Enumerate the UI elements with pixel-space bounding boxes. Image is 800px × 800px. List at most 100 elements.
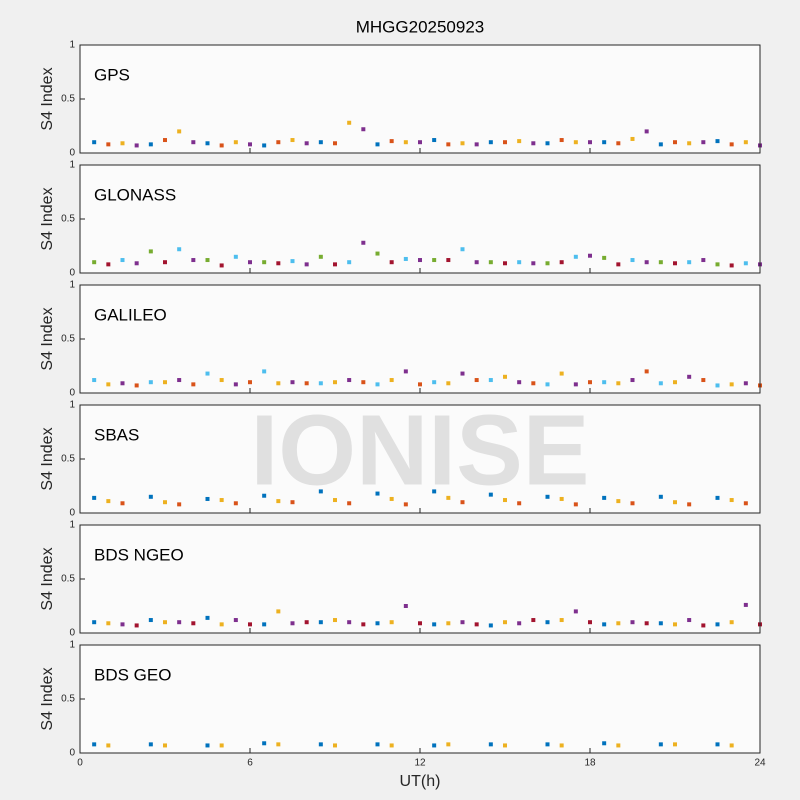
point <box>219 143 224 148</box>
point <box>163 260 167 265</box>
point <box>488 260 493 265</box>
point <box>163 138 167 143</box>
point <box>233 254 238 259</box>
point <box>658 381 663 386</box>
point <box>573 382 578 387</box>
point <box>106 621 111 626</box>
point <box>658 260 663 265</box>
point <box>573 140 578 145</box>
panel-label: GLONASS <box>94 185 176 204</box>
point <box>488 492 493 497</box>
point <box>276 381 281 386</box>
point <box>588 380 592 385</box>
y-tick-label: 1 <box>69 400 75 411</box>
plot-area <box>80 525 760 633</box>
point <box>531 381 536 386</box>
y-tick-label: 0 <box>69 508 75 519</box>
data-layer <box>92 120 762 148</box>
point <box>460 371 465 376</box>
point <box>375 382 380 387</box>
point <box>106 262 111 267</box>
point <box>177 620 182 625</box>
point <box>517 380 522 385</box>
point <box>446 258 451 263</box>
point <box>729 743 734 748</box>
point <box>545 620 550 625</box>
point <box>148 249 153 254</box>
y-axis-label: S4 Index <box>39 67 56 130</box>
point <box>333 498 337 503</box>
point <box>446 621 451 626</box>
point <box>503 498 507 503</box>
point <box>701 623 706 628</box>
point <box>729 498 734 503</box>
point <box>191 382 196 387</box>
point <box>375 491 380 496</box>
y-tick-label: 0 <box>69 388 75 399</box>
y-tick-label: 1 <box>69 160 75 171</box>
point <box>644 369 649 374</box>
y-tick-label: 0.5 <box>61 694 75 705</box>
plot-area <box>80 285 760 393</box>
point <box>205 496 210 501</box>
point <box>616 381 621 386</box>
point <box>361 380 366 385</box>
plot-area <box>80 645 760 753</box>
point <box>318 620 323 625</box>
point <box>474 622 479 627</box>
point <box>276 742 281 747</box>
point <box>687 502 692 507</box>
point <box>446 742 451 747</box>
point <box>602 140 607 145</box>
point <box>729 382 734 387</box>
point <box>92 140 97 145</box>
point <box>545 261 550 266</box>
point <box>503 743 507 748</box>
point <box>559 138 564 143</box>
point <box>715 383 720 388</box>
panel-label: SBAS <box>94 425 139 444</box>
point <box>205 258 210 263</box>
point <box>304 141 309 146</box>
y-tick-label: 0.5 <box>61 214 75 225</box>
point <box>333 618 337 623</box>
point <box>148 742 153 747</box>
point <box>304 381 309 386</box>
point <box>106 499 111 504</box>
point <box>148 618 153 623</box>
point <box>573 502 578 507</box>
point <box>106 142 111 147</box>
point <box>248 622 252 627</box>
plot-area <box>80 165 760 273</box>
panel-label: GPS <box>94 65 130 84</box>
point <box>673 140 677 145</box>
point <box>531 141 536 146</box>
point <box>588 253 592 258</box>
point <box>545 742 550 747</box>
point <box>616 141 621 146</box>
point <box>92 378 97 383</box>
point <box>630 378 635 383</box>
watermark: IONISE <box>251 394 590 506</box>
point <box>92 495 97 500</box>
point <box>205 743 210 748</box>
panel-label: BDS NGEO <box>94 545 184 564</box>
point <box>616 743 621 748</box>
point <box>602 495 607 500</box>
point <box>134 143 139 148</box>
point <box>219 498 224 503</box>
data-layer <box>92 369 762 388</box>
point <box>290 500 295 505</box>
point <box>432 258 437 263</box>
point <box>715 622 720 627</box>
point <box>163 743 167 748</box>
point <box>701 140 706 145</box>
point <box>701 378 706 383</box>
point <box>347 620 352 625</box>
point <box>219 622 224 627</box>
x-tick-label: 18 <box>584 758 596 769</box>
point <box>616 262 621 267</box>
point <box>630 258 635 263</box>
y-tick-label: 0.5 <box>61 454 75 465</box>
